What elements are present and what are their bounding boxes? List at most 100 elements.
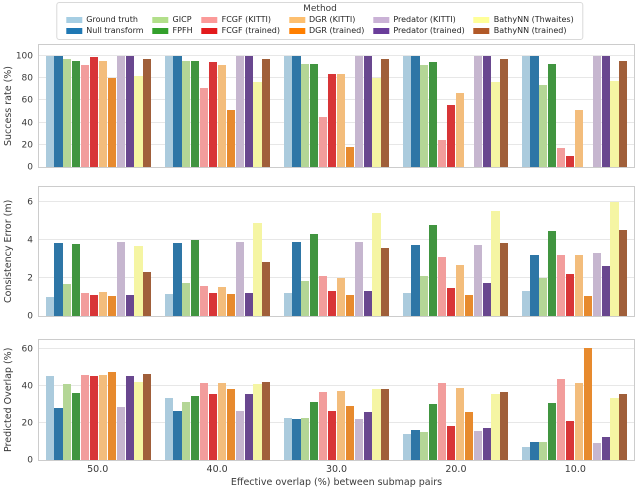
legend-swatch — [66, 27, 83, 34]
bar — [464, 412, 473, 460]
bar — [438, 383, 447, 460]
bar — [592, 443, 601, 460]
legend-items: Ground truth Null transform GICP FPFH FCGF (… — [66, 15, 574, 35]
bar — [98, 60, 107, 167]
bar — [601, 436, 610, 460]
legend-label: BathyNN (Thwaites) — [493, 15, 574, 24]
bar — [116, 407, 125, 460]
bar — [226, 388, 235, 460]
bar-group — [39, 45, 158, 167]
legend-item: Predator (KITTI) — [373, 15, 464, 24]
bar — [601, 56, 610, 167]
bar — [116, 56, 125, 167]
bar — [182, 282, 191, 316]
bar — [90, 376, 99, 460]
y-tick-label: 0 — [27, 311, 33, 322]
bar — [592, 56, 601, 167]
bar — [530, 441, 539, 460]
bar-group — [396, 340, 515, 460]
legend-swatch — [152, 16, 169, 23]
bar — [45, 376, 54, 460]
bar — [63, 384, 72, 460]
plot-area — [38, 44, 635, 168]
bar — [143, 58, 152, 167]
bar — [191, 60, 200, 167]
legend-swatch — [152, 27, 169, 34]
gridline — [39, 385, 634, 387]
bar — [253, 81, 262, 167]
gridline — [39, 422, 634, 424]
bar — [363, 291, 372, 316]
x-tick-label: 40.0 — [206, 464, 228, 475]
bar — [438, 257, 447, 316]
bar — [381, 388, 390, 460]
bar — [143, 374, 152, 460]
bar — [72, 243, 81, 316]
bar — [200, 88, 209, 167]
bar — [447, 104, 456, 167]
bar-groups — [39, 187, 634, 316]
bar — [164, 294, 173, 316]
bar — [235, 411, 244, 460]
bar — [319, 117, 328, 167]
bar — [328, 411, 337, 460]
bar — [182, 60, 191, 167]
bar — [521, 291, 530, 316]
x-tick-label: 30.0 — [325, 464, 348, 475]
bar — [583, 296, 592, 316]
bar-group — [396, 45, 515, 167]
bar — [90, 56, 99, 167]
gridline — [39, 77, 634, 79]
x-tick-label: 10.0 — [564, 464, 586, 475]
gridline — [39, 238, 634, 240]
legend-label: Ground truth — [86, 15, 138, 24]
legend-swatch — [289, 16, 306, 23]
bar — [134, 76, 143, 167]
bar — [619, 230, 628, 316]
bar — [500, 58, 509, 167]
bar — [336, 390, 345, 460]
bar — [429, 62, 438, 167]
bar — [610, 80, 619, 167]
bar — [235, 241, 244, 316]
bar — [164, 398, 173, 460]
bar — [90, 295, 99, 316]
y-tick-label: 40 — [21, 118, 33, 129]
bar — [209, 393, 218, 460]
bar — [292, 241, 301, 316]
legend-item: FCGF (trained) — [201, 26, 280, 35]
y-tick-label: 20 — [21, 418, 33, 429]
bar-group — [277, 340, 396, 460]
bar-groups — [39, 45, 634, 167]
bar — [72, 61, 81, 167]
bar — [583, 348, 592, 460]
bar — [354, 241, 363, 316]
bar — [429, 403, 438, 460]
bar — [610, 201, 619, 316]
bar — [134, 245, 143, 316]
legend-label: Null transform — [86, 26, 144, 35]
bar — [548, 63, 557, 167]
legend-item: Ground truth — [66, 15, 143, 24]
bar — [63, 283, 72, 316]
bar — [619, 393, 628, 460]
bar — [310, 234, 319, 316]
subplot-success-rate: Success rate (%) 0 20 40 60 80 100 — [3, 44, 635, 172]
bar — [381, 248, 390, 316]
legend-item: FCGF (KITTI) — [201, 15, 280, 24]
bar — [283, 56, 292, 167]
bar — [539, 84, 548, 167]
bar — [191, 396, 200, 460]
bar — [283, 293, 292, 316]
legend-item: FPFH — [152, 26, 193, 35]
bar — [345, 295, 354, 316]
bar — [521, 56, 530, 167]
bar — [226, 110, 235, 167]
bar-group — [277, 45, 396, 167]
bar — [336, 277, 345, 316]
bar — [98, 375, 107, 460]
legend-item: BathyNN (trained) — [473, 26, 574, 35]
bar — [301, 280, 310, 316]
bar — [429, 224, 438, 316]
